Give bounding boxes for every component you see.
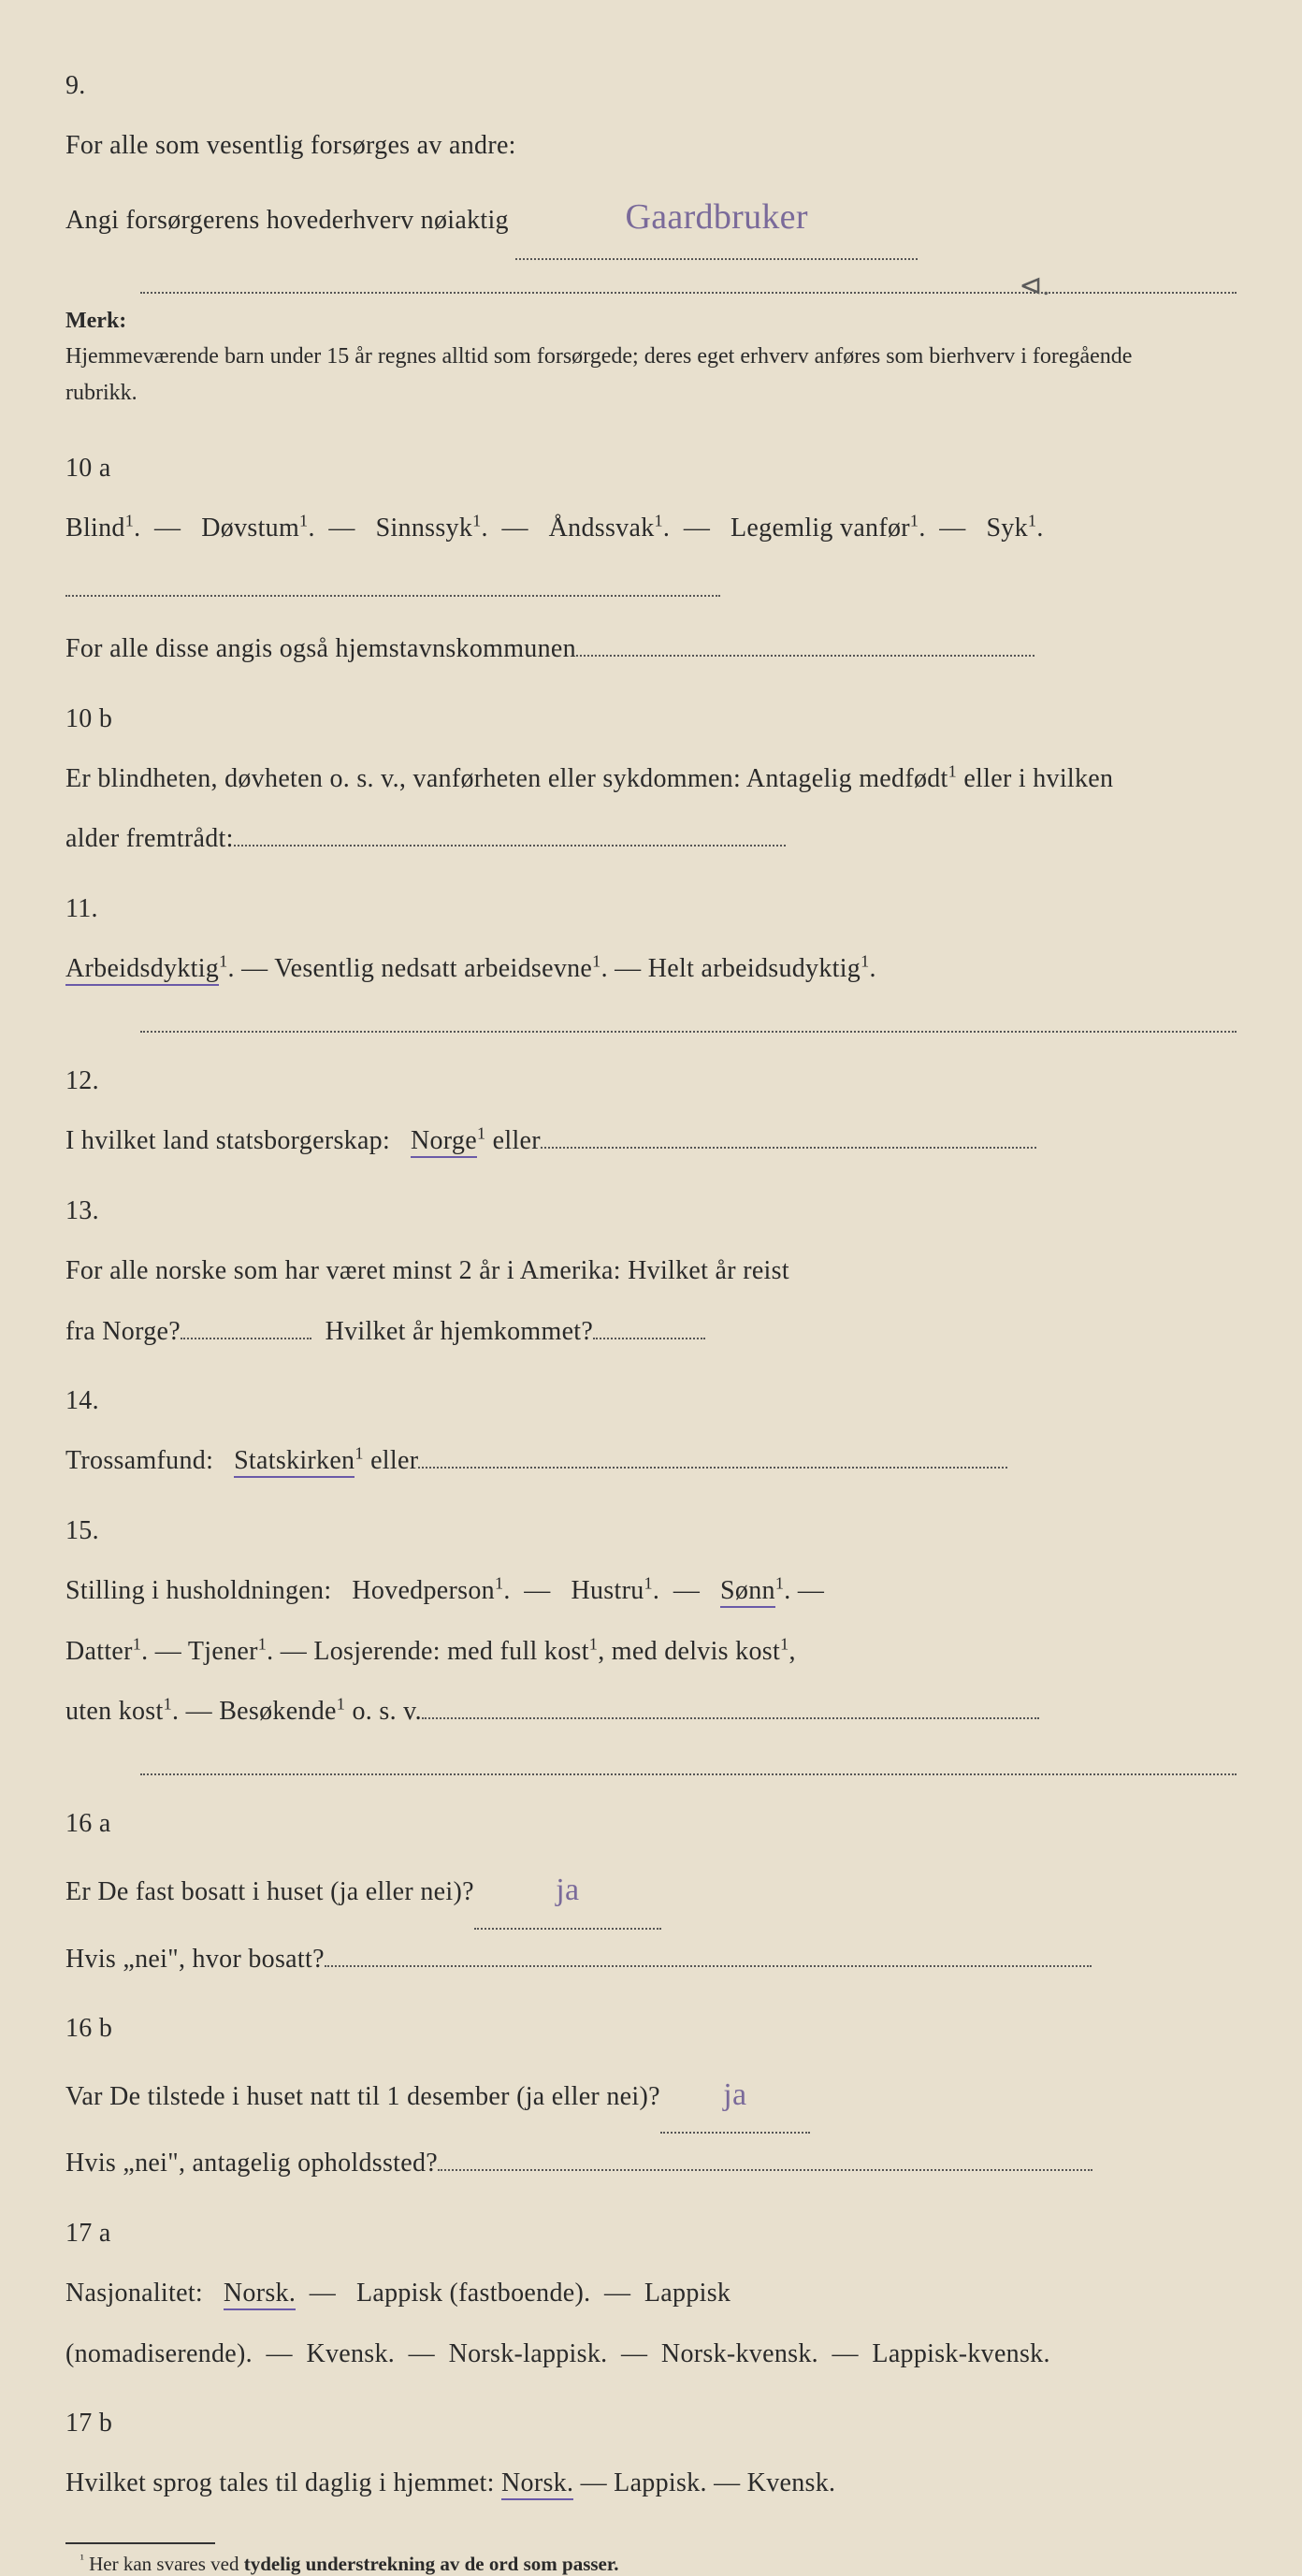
question-11: 11. Arbeidsdyktig1. — Vesentlig nedsatt … (65, 879, 1237, 1000)
question-17a: 17 a Nasjonalitet: Norsk. — Lappisk (fas… (65, 2204, 1237, 2384)
q16a-line2: Hvis „nei", hvor bosatt? (65, 1945, 325, 1974)
question-12: 12. I hvilket land statsborgerskap: Norg… (65, 1051, 1237, 1172)
merk-text: Hjemmeværende barn under 15 år regnes al… (65, 339, 1162, 411)
q15-prefix: Stilling i husholdningen: (65, 1576, 331, 1605)
q17a-rest: Lappisk (fastboende). — Lappisk (nomadis… (65, 2279, 1050, 2367)
q13-number: 13. (65, 1181, 136, 1241)
question-9: 9. For alle som vesentlig forsørges av a… (65, 56, 1237, 260)
q10a-opt0: Blind1. (65, 514, 140, 543)
q14-suffix: eller (370, 1446, 418, 1475)
q16a-number: 16 a (65, 1794, 136, 1854)
q16b-line1: Var De tilstede i huset natt til 1 desem… (65, 2082, 660, 2111)
q17a-underlined: Norsk. (224, 2279, 296, 2310)
footnote-bold: tydelig understrekning av de ord som pas… (244, 2553, 619, 2575)
question-13: 13. For alle norske som har været minst … (65, 1181, 1237, 1362)
q15-number: 15. (65, 1501, 136, 1561)
question-16a: 16 a Er De fast bosatt i huset (ja eller… (65, 1794, 1237, 1990)
q15-line3: uten kost1. — Besøkende1 o. s. v. (65, 1697, 422, 1726)
q10a-opt2: Sinnssyk1. (376, 514, 488, 543)
q14-underlined: Statskirken (234, 1446, 354, 1478)
q11-number: 11. (65, 879, 136, 939)
q10b-text: Er blindheten, døvheten o. s. v., vanfør… (65, 764, 1113, 853)
footnote-rule (65, 2542, 215, 2544)
q10a-line2: For alle disse angis også hjemstavnskomm… (65, 634, 576, 663)
q14-prefix: Trossamfund: (65, 1446, 213, 1475)
q17b-rest: — Lappisk. — Kvensk. (581, 2468, 836, 2497)
q15-opt0: Hovedperson1. (352, 1576, 510, 1605)
q12-suffix: eller (493, 1126, 541, 1155)
q17b-underlined: Norsk. (501, 2468, 573, 2500)
merk-note: Merk: Hjemmeværende barn under 15 år reg… (65, 303, 1237, 411)
q10a-opt3: Åndssvak1. (549, 514, 671, 543)
q9-number: 9. (65, 56, 136, 116)
q11-opt1: Vesentlig nedsatt arbeidsevne1. (274, 954, 608, 983)
question-16b: 16 b Var De tilstede i huset natt til 1 … (65, 1999, 1237, 2194)
footnote-marker: ¹ (80, 2552, 84, 2566)
q16b-number: 16 b (65, 1999, 136, 2059)
q10a-number: 10 a (65, 439, 136, 499)
merk-label: Merk: (65, 303, 136, 339)
q15-opt1: Hustru1. (571, 1576, 659, 1605)
q14-number: 14. (65, 1371, 136, 1431)
question-14: 14. Trossamfund: Statskirken1 eller (65, 1371, 1237, 1492)
q9-symbol: ⊲. (1019, 270, 1049, 301)
q9-handwritten: Gaardbruker (626, 177, 808, 258)
q10a-opt1: Døvstum1. (201, 514, 315, 543)
q11-opt2: Helt arbeidsudyktig1. (648, 954, 876, 983)
q16a-line1: Er De fast bosatt i huset (ja eller nei)… (65, 1877, 474, 1906)
q17a-number: 17 a (65, 2204, 136, 2264)
footnote-prefix: Her kan svares ved (89, 2553, 244, 2575)
q15-underlined: Sønn (720, 1576, 775, 1608)
q15-line2: Datter1. — Tjener1. — Losjerende: med fu… (65, 1637, 796, 1666)
q9-blank-line: ⊲. (140, 269, 1237, 294)
q13-line1: For alle norske som har været minst 2 år… (65, 1256, 789, 1285)
question-10b: 10 b Er blindheten, døvheten o. s. v., v… (65, 689, 1237, 870)
q16a-handwritten: ja (556, 1873, 579, 1907)
q13-line2b: Hvilket år hjemkommet? (326, 1317, 594, 1346)
q16b-handwritten: ja (723, 2077, 746, 2112)
q10a-opt4: Legemlig vanfør1. (731, 514, 926, 543)
question-17b: 17 b Hvilket sprog tales til daglig i hj… (65, 2394, 1237, 2514)
q12-number: 12. (65, 1051, 136, 1111)
q9-line1: For alle som vesentlig forsørges av andr… (65, 131, 516, 160)
question-15: 15. Stilling i husholdningen: Hovedperso… (65, 1501, 1237, 1743)
q11-blank-line (140, 1008, 1237, 1033)
q13-line2a: fra Norge? (65, 1317, 181, 1346)
q9-line2: Angi forsørgerens hovederhverv nøiaktig (65, 206, 509, 235)
q11-opt0: Arbeidsdyktig (65, 954, 219, 986)
q16b-line2: Hvis „nei", antagelig opholdssted? (65, 2149, 438, 2178)
question-10a: 10 a Blind1. — Døvstum1. — Sinnssyk1. — … (65, 439, 1237, 680)
q17a-prefix: Nasjonalitet: (65, 2279, 203, 2308)
q10a-opt5: Syk1. (986, 514, 1043, 543)
q12-underlined: Norge (411, 1126, 477, 1158)
q17b-prefix: Hvilket sprog tales til daglig i hjemmet… (65, 2468, 495, 2497)
q12-prefix: I hvilket land statsborgerskap: (65, 1126, 390, 1155)
q17b-number: 17 b (65, 2394, 136, 2453)
footnote: ¹ Her kan svares ved tydelig understrekn… (65, 2552, 1237, 2576)
q15-blank-line (140, 1751, 1237, 1775)
q10b-number: 10 b (65, 689, 136, 749)
